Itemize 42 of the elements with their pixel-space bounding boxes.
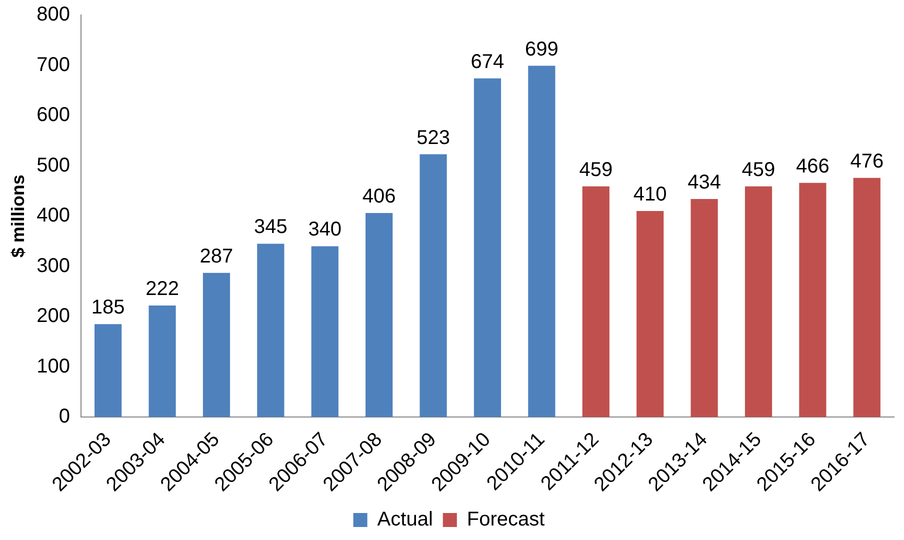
data-label: 699 [525,38,558,60]
data-label: 340 [308,218,342,241]
bar [311,246,338,418]
y-tick-label: 600 [36,104,70,126]
bar [94,324,122,418]
y-tick-label: 0 [58,406,70,428]
bar [474,78,502,418]
bar [799,182,826,418]
y-tick-label: 700 [36,54,70,76]
bar [148,306,176,418]
y-tick-label: 200 [36,305,70,328]
data-label: 459 [579,158,613,181]
y-tick-label: 800 [36,4,70,26]
bar [420,154,447,418]
data-label: 459 [742,158,776,181]
data-label: 287 [200,245,234,268]
data-label: 476 [850,150,884,172]
bar [690,198,718,418]
bar [202,272,230,418]
data-label: 523 [416,126,450,149]
legend-label: Actual [377,508,433,531]
data-label: 185 [91,296,125,319]
bar [744,186,772,418]
data-label: 434 [688,171,721,194]
y-tick-label: 300 [36,254,70,277]
data-label: 674 [470,50,504,73]
bar [636,211,664,418]
bar [257,244,284,418]
bar [366,213,393,418]
bar [582,186,610,418]
y-tick-label: 500 [36,154,70,176]
bar [528,66,556,418]
y-tick-label: 100 [36,355,70,378]
legend-label: Forecast [466,508,546,531]
y-tick-label: 400 [36,204,70,227]
bar [853,178,880,418]
data-label: 345 [254,216,288,238]
data-label: 222 [146,278,179,300]
data-label: 410 [633,184,667,206]
data-label: 466 [796,155,830,178]
y-axis-title: $ millions [8,174,28,258]
data-label: 406 [362,186,396,208]
